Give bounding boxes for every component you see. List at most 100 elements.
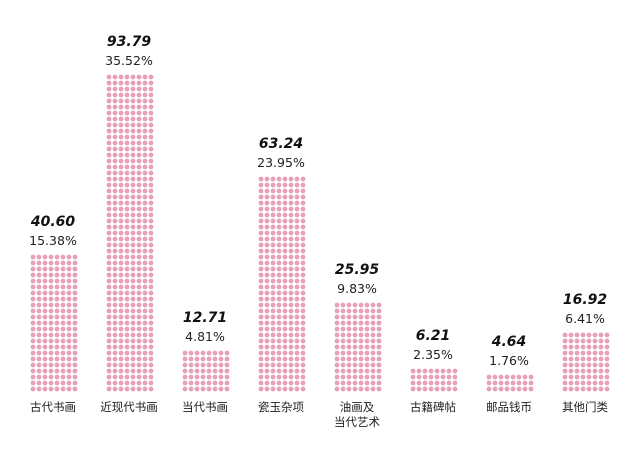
bar-dot xyxy=(118,170,124,176)
bar-dot xyxy=(148,218,154,224)
bar-dot xyxy=(148,74,154,80)
bar-dot xyxy=(504,380,510,386)
bar-dot xyxy=(188,386,194,392)
bar-dot xyxy=(112,200,118,206)
bar-dot xyxy=(376,374,382,380)
bar-dot xyxy=(282,230,288,236)
bar-dot xyxy=(264,278,270,284)
bar-dot xyxy=(358,350,364,356)
bar-dot xyxy=(574,368,580,374)
bar-dot xyxy=(592,350,598,356)
bar-dot xyxy=(258,188,264,194)
bar-dot xyxy=(112,230,118,236)
bar-dot xyxy=(148,350,154,356)
bar-dot xyxy=(294,248,300,254)
bar-dot xyxy=(106,80,112,86)
percent-label: 6.41% xyxy=(565,311,605,326)
bar-dot xyxy=(124,212,130,218)
bar-dot xyxy=(440,374,446,380)
bar-dot xyxy=(30,272,36,278)
bar-dot xyxy=(352,362,358,368)
bar-dot xyxy=(106,218,112,224)
bar-dot xyxy=(136,326,142,332)
bar-dot xyxy=(148,128,154,134)
bar-dot xyxy=(276,314,282,320)
bar-dot xyxy=(42,266,48,272)
bar-dot xyxy=(112,122,118,128)
bar-dot xyxy=(72,344,78,350)
category-label: 古代书画 xyxy=(30,400,76,414)
bar-dot xyxy=(48,350,54,356)
bar-dot xyxy=(124,200,130,206)
bar-dot xyxy=(48,308,54,314)
bar-dot xyxy=(586,368,592,374)
bar-dot xyxy=(130,272,136,278)
bar-dot xyxy=(276,362,282,368)
bar-dot xyxy=(136,182,142,188)
bar-dot xyxy=(112,74,118,80)
bar-dot xyxy=(148,296,154,302)
bar-dot xyxy=(36,320,42,326)
bar-dot xyxy=(130,80,136,86)
bar-dot xyxy=(276,320,282,326)
bar-dot xyxy=(562,338,568,344)
bar-dot xyxy=(130,278,136,284)
bar-7 xyxy=(486,374,534,392)
bar-dot xyxy=(124,326,130,332)
bar-dot xyxy=(30,380,36,386)
bar-dot xyxy=(358,338,364,344)
bar-dot xyxy=(148,194,154,200)
bar-dot xyxy=(282,290,288,296)
bar-dot xyxy=(30,302,36,308)
bar-dot xyxy=(282,218,288,224)
bar-dot xyxy=(376,356,382,362)
bar-dot xyxy=(48,326,54,332)
bar-dot xyxy=(604,368,610,374)
bar-dot xyxy=(30,350,36,356)
bar-dot xyxy=(118,368,124,374)
bar-dot xyxy=(130,362,136,368)
bar-dot xyxy=(282,200,288,206)
bar-dot xyxy=(48,260,54,266)
bar-dot xyxy=(112,332,118,338)
bar-dot xyxy=(136,380,142,386)
bar-dot xyxy=(194,356,200,362)
bar-dot xyxy=(264,308,270,314)
bar-dot xyxy=(106,146,112,152)
bar-dot xyxy=(376,350,382,356)
bar-dot xyxy=(118,164,124,170)
bar-dot xyxy=(498,386,504,392)
bar-dot xyxy=(60,320,66,326)
bar-dot xyxy=(136,278,142,284)
bar-dot xyxy=(124,92,130,98)
bar-dot xyxy=(118,254,124,260)
bar-dot xyxy=(106,158,112,164)
bar-dot xyxy=(136,224,142,230)
bar-dot xyxy=(604,386,610,392)
bar-dot xyxy=(294,236,300,242)
bar-dot xyxy=(106,296,112,302)
value-label: 16.92 xyxy=(563,292,607,308)
bar-dot xyxy=(148,134,154,140)
bar-dot xyxy=(288,278,294,284)
category-label: 当代艺术 xyxy=(334,415,380,429)
bar-dot xyxy=(106,386,112,392)
bar-dot xyxy=(294,350,300,356)
bar-dot xyxy=(270,242,276,248)
percent-label: 15.38% xyxy=(29,233,77,248)
bar-dot xyxy=(48,338,54,344)
percent-label: 35.52% xyxy=(105,53,153,68)
bar-dot xyxy=(264,272,270,278)
bar-dot xyxy=(294,386,300,392)
bar-dot xyxy=(130,128,136,134)
bar-dot xyxy=(112,374,118,380)
bar-dot xyxy=(30,296,36,302)
bar-dot xyxy=(598,338,604,344)
bar-dot xyxy=(270,326,276,332)
bar-dot xyxy=(136,362,142,368)
bar-dot xyxy=(130,320,136,326)
bar-dot xyxy=(282,284,288,290)
bar-dot xyxy=(130,380,136,386)
bar-dot xyxy=(410,380,416,386)
bar-dot xyxy=(598,350,604,356)
